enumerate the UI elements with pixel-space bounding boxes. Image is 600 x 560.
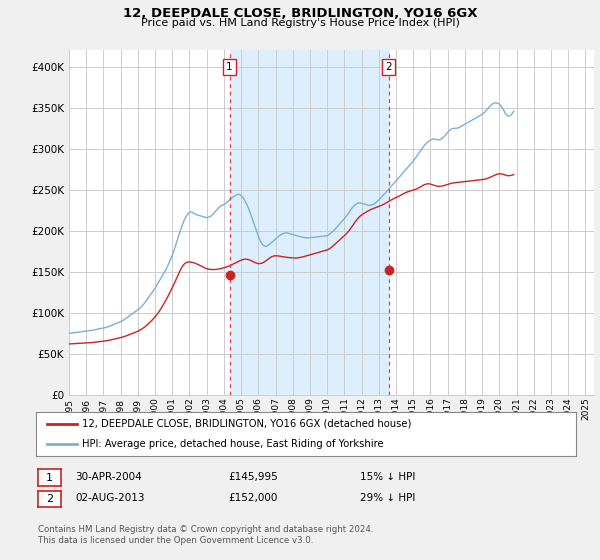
Text: 12, DEEPDALE CLOSE, BRIDLINGTON, YO16 6GX: 12, DEEPDALE CLOSE, BRIDLINGTON, YO16 6G… (123, 7, 477, 20)
Text: HPI: Average price, detached house, East Riding of Yorkshire: HPI: Average price, detached house, East… (82, 439, 383, 449)
Text: 15% ↓ HPI: 15% ↓ HPI (360, 472, 415, 482)
Text: Price paid vs. HM Land Registry's House Price Index (HPI): Price paid vs. HM Land Registry's House … (140, 18, 460, 28)
Text: 29% ↓ HPI: 29% ↓ HPI (360, 493, 415, 503)
Text: 12, DEEPDALE CLOSE, BRIDLINGTON, YO16 6GX (detached house): 12, DEEPDALE CLOSE, BRIDLINGTON, YO16 6G… (82, 419, 411, 429)
Text: 1: 1 (226, 62, 233, 72)
Text: Contains HM Land Registry data © Crown copyright and database right 2024.
This d: Contains HM Land Registry data © Crown c… (38, 525, 373, 545)
Text: 2: 2 (386, 62, 392, 72)
Text: £145,995: £145,995 (228, 472, 278, 482)
Text: 2: 2 (46, 494, 53, 504)
Text: 1: 1 (46, 473, 53, 483)
Text: 02-AUG-2013: 02-AUG-2013 (75, 493, 145, 503)
Text: 30-APR-2004: 30-APR-2004 (75, 472, 142, 482)
Text: £152,000: £152,000 (228, 493, 277, 503)
Bar (230, 50, 389, 395)
